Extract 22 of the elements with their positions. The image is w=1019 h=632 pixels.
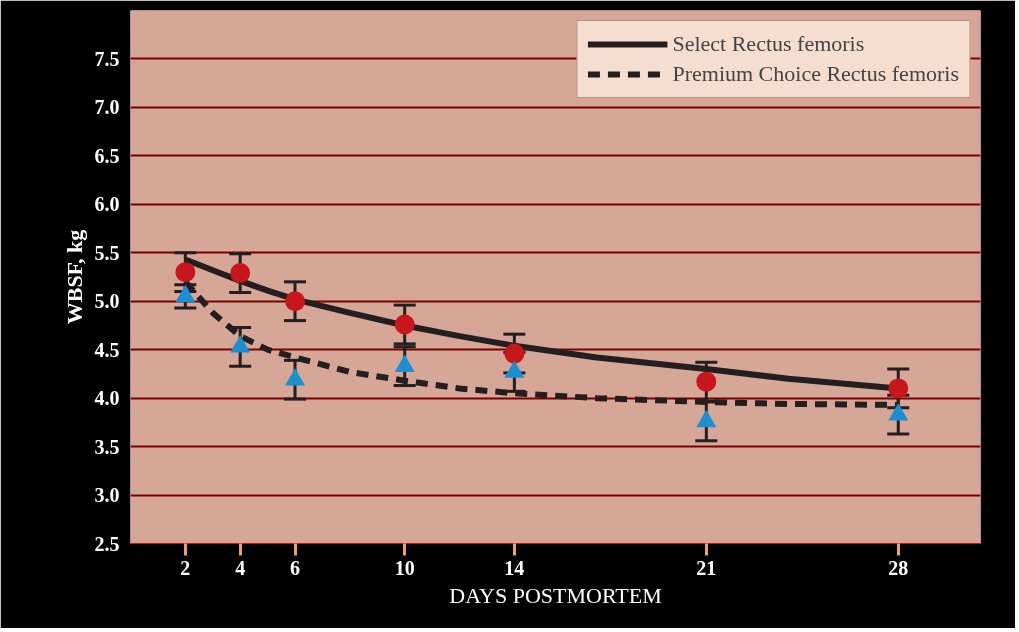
x-tick-label: 14 bbox=[504, 556, 525, 579]
legend-label: Premium Choice Rectus femoris bbox=[672, 61, 959, 87]
y-tick-label: 3.0 bbox=[94, 484, 120, 507]
y-tick-label: 3.5 bbox=[94, 435, 120, 458]
x-tick-label: 6 bbox=[290, 556, 301, 579]
x-axis-title: DAYS POSTMORTEM bbox=[449, 582, 662, 608]
x-tick-label: 10 bbox=[394, 556, 415, 579]
y-tick-label: 4.0 bbox=[94, 387, 120, 410]
y-tick-label: 6.5 bbox=[94, 144, 120, 167]
x-tick-label: 4 bbox=[235, 556, 246, 579]
y-tick-label: 5.0 bbox=[94, 290, 120, 313]
y-axis-title: WBSF, kg bbox=[61, 229, 87, 325]
x-tick-label: 28 bbox=[888, 556, 909, 579]
x-tick-label: 2 bbox=[180, 556, 191, 579]
y-tick-label: 4.5 bbox=[94, 338, 120, 361]
y-tick-label: 2.5 bbox=[94, 532, 120, 555]
y-tick-label: 7.0 bbox=[94, 96, 120, 119]
y-tick-label: 7.5 bbox=[94, 47, 120, 70]
y-tick-label: 5.5 bbox=[94, 241, 120, 264]
legend-label: Select Rectus femoris bbox=[672, 31, 865, 57]
y-tick-label: 6.0 bbox=[94, 193, 120, 216]
x-tick-label: 21 bbox=[696, 556, 717, 579]
